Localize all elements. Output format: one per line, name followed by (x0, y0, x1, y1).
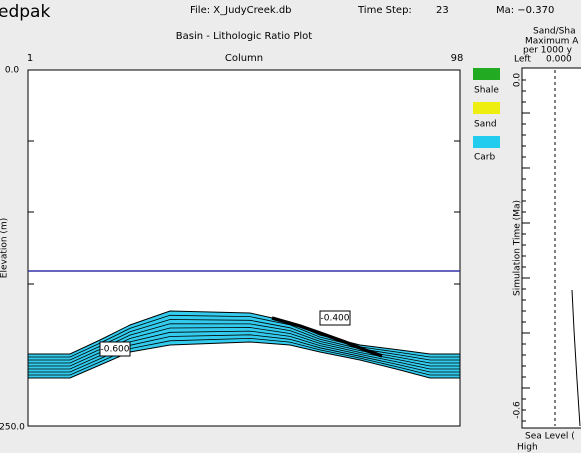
layer-line (28, 334, 460, 373)
layer-line (28, 323, 460, 364)
side-curve (571, 289, 581, 427)
side-title: per 1000 y (523, 46, 573, 56)
side-left-label: Left (514, 55, 531, 65)
annotation-box (319, 310, 351, 326)
side-plot (521, 67, 581, 429)
sea-level-label: Sea Level ( (525, 432, 575, 442)
annotation: -0.600 (100, 345, 129, 355)
y-top: 0.0 (5, 66, 20, 76)
time-step: 23 (436, 5, 449, 16)
layer-line (28, 314, 460, 358)
time-step-label: Time Step: (357, 5, 412, 16)
legend-label: Sand (474, 120, 497, 130)
annotation: -0.400 (320, 314, 349, 324)
plot-title: Basin - Lithologic Ratio Plot (176, 31, 312, 42)
side-y-label: Simulation Time (Ma) (513, 200, 523, 296)
side-title: Sand/Sha (533, 27, 576, 37)
legend-swatch (473, 102, 500, 114)
shale-band (271, 316, 383, 358)
side-title: Maximum A (525, 37, 579, 47)
side-ticks (522, 79, 530, 422)
y-bottom: 250.0 (0, 423, 25, 433)
legend-swatch (473, 68, 500, 80)
layer-line (28, 337, 460, 376)
layer-line (28, 319, 460, 361)
ma: Ma: −0.370 (496, 5, 554, 16)
legend-swatch (473, 136, 500, 148)
strata (27, 310, 461, 379)
layer-line (28, 330, 460, 370)
high-label: High (517, 443, 538, 453)
annotation-box (99, 341, 131, 357)
x-start: 1 (27, 53, 33, 64)
legend-label: Carb (474, 153, 495, 163)
x-end: 98 (451, 53, 464, 64)
x-label: Column (225, 53, 263, 64)
app-name: edpak (0, 2, 50, 22)
side-y-bottom: -0.6 (513, 401, 523, 419)
plot-area (27, 69, 461, 427)
legend-label: Shale (474, 86, 499, 96)
side-left-value: 0.000 (546, 55, 572, 65)
side-y-top: 0.0 (513, 73, 523, 88)
y-label: Elevation (m) (0, 218, 10, 278)
layer-line (28, 327, 460, 367)
file-name: File: X_JudyCreek.db (190, 5, 292, 16)
